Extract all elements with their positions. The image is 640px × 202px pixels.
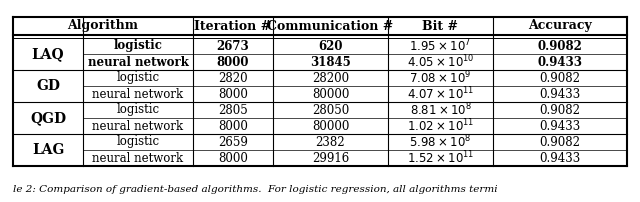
Text: neural network: neural network xyxy=(92,152,184,164)
Text: 2659: 2659 xyxy=(218,136,248,148)
Text: 8000: 8000 xyxy=(218,87,248,101)
Text: 0.9082: 0.9082 xyxy=(540,103,580,117)
Text: Accuracy: Accuracy xyxy=(528,20,592,33)
Text: Communication #: Communication # xyxy=(268,20,394,33)
Text: $8.81 \times 10^{8}$: $8.81 \times 10^{8}$ xyxy=(410,102,472,118)
Text: logistic: logistic xyxy=(116,72,159,84)
Text: 2382: 2382 xyxy=(316,136,346,148)
Text: 0.9433: 0.9433 xyxy=(540,87,580,101)
Text: 28200: 28200 xyxy=(312,72,349,84)
Text: $5.98 \times 10^{8}$: $5.98 \times 10^{8}$ xyxy=(410,134,472,150)
Text: 0.9433: 0.9433 xyxy=(540,152,580,164)
Text: 620: 620 xyxy=(318,40,343,53)
Text: 80000: 80000 xyxy=(312,120,349,133)
Text: $1.52 \times 10^{11}$: $1.52 \times 10^{11}$ xyxy=(407,150,474,166)
Text: logistic: logistic xyxy=(116,136,159,148)
Text: $1.95 \times 10^{7}$: $1.95 \times 10^{7}$ xyxy=(410,38,472,54)
Text: 8000: 8000 xyxy=(217,56,249,68)
Text: 0.9082: 0.9082 xyxy=(540,72,580,84)
Text: 0.9433: 0.9433 xyxy=(540,120,580,133)
Text: 2805: 2805 xyxy=(218,103,248,117)
Text: 8000: 8000 xyxy=(218,120,248,133)
Text: $7.08 \times 10^{9}$: $7.08 \times 10^{9}$ xyxy=(410,70,472,86)
Text: neural network: neural network xyxy=(92,87,184,101)
Text: 2673: 2673 xyxy=(216,40,250,53)
Text: 0.9082: 0.9082 xyxy=(540,136,580,148)
Text: $1.02 \times 10^{11}$: $1.02 \times 10^{11}$ xyxy=(407,118,474,134)
Text: 80000: 80000 xyxy=(312,87,349,101)
Text: 0.9433: 0.9433 xyxy=(538,56,582,68)
Text: LAG: LAG xyxy=(32,143,64,157)
Text: le 2: Comparison of gradient-based algorithms.  For logistic regression, all alg: le 2: Comparison of gradient-based algor… xyxy=(13,185,498,195)
Text: neural network: neural network xyxy=(88,56,188,68)
Text: $4.05 \times 10^{10}$: $4.05 \times 10^{10}$ xyxy=(407,54,474,70)
Text: $4.07 \times 10^{11}$: $4.07 \times 10^{11}$ xyxy=(407,86,474,102)
Text: Iteration #: Iteration # xyxy=(195,20,271,33)
Text: 2820: 2820 xyxy=(218,72,248,84)
Text: GD: GD xyxy=(36,79,60,93)
Text: neural network: neural network xyxy=(92,120,184,133)
Text: Bit #: Bit # xyxy=(422,20,458,33)
Text: logistic: logistic xyxy=(113,40,163,53)
Text: logistic: logistic xyxy=(116,103,159,117)
Text: LAQ: LAQ xyxy=(32,47,64,61)
Text: QGD: QGD xyxy=(30,111,66,125)
Text: 0.9082: 0.9082 xyxy=(538,40,582,53)
Text: 29916: 29916 xyxy=(312,152,349,164)
Text: 28050: 28050 xyxy=(312,103,349,117)
Text: 8000: 8000 xyxy=(218,152,248,164)
Text: Algorithm: Algorithm xyxy=(67,20,138,33)
Text: 31845: 31845 xyxy=(310,56,351,68)
